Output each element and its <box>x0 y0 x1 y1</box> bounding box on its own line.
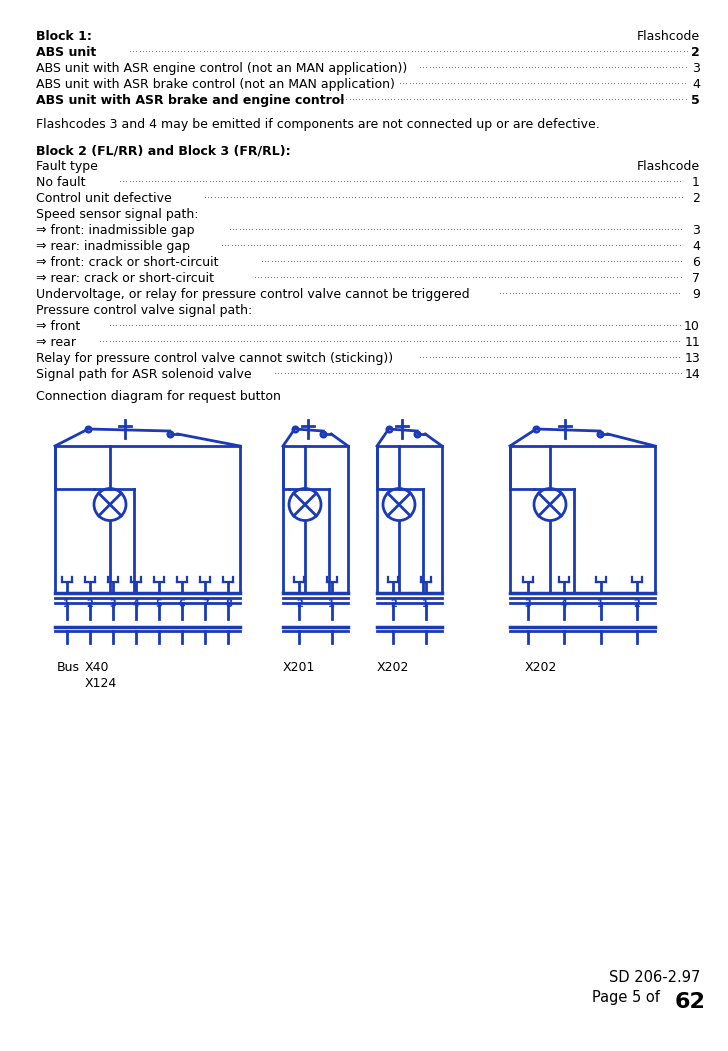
Text: 3: 3 <box>109 599 116 609</box>
Text: ⇒ front: ⇒ front <box>36 320 84 333</box>
Text: 4: 4 <box>132 599 139 609</box>
Text: Signal path for ASR solenoid valve: Signal path for ASR solenoid valve <box>36 368 252 382</box>
Text: 9: 9 <box>692 288 700 301</box>
Text: 2: 2 <box>87 599 93 609</box>
Text: Control unit defective: Control unit defective <box>36 192 175 205</box>
Text: X202: X202 <box>377 661 409 674</box>
Text: 2: 2 <box>390 599 397 609</box>
Text: 13: 13 <box>684 352 700 365</box>
Text: 1: 1 <box>597 599 604 609</box>
Text: 4: 4 <box>692 240 700 253</box>
Text: 4: 4 <box>692 78 700 91</box>
Text: 6: 6 <box>179 599 186 609</box>
Text: Page 5 of: Page 5 of <box>592 990 660 1005</box>
Text: X202: X202 <box>525 661 558 674</box>
Text: No fault: No fault <box>36 176 85 189</box>
Text: 2: 2 <box>633 599 640 609</box>
Text: X201: X201 <box>283 661 315 674</box>
Text: 1: 1 <box>422 599 429 609</box>
Text: 1: 1 <box>63 599 70 609</box>
Text: 3: 3 <box>525 599 531 609</box>
Text: 8: 8 <box>225 599 232 609</box>
Text: Connection diagram for request button: Connection diagram for request button <box>36 390 281 403</box>
Text: ⇒ front: inadmissible gap: ⇒ front: inadmissible gap <box>36 224 199 236</box>
Text: 7: 7 <box>692 272 700 285</box>
Text: SD 206-2.97: SD 206-2.97 <box>609 970 700 985</box>
Text: ABS unit with ASR brake control (not an MAN application): ABS unit with ASR brake control (not an … <box>36 78 395 91</box>
Text: ⇒ front: crack or short-circuit: ⇒ front: crack or short-circuit <box>36 256 218 269</box>
Text: ABS unit with ASR engine control (not an MAN application)): ABS unit with ASR engine control (not an… <box>36 62 407 75</box>
Text: 10: 10 <box>684 320 700 333</box>
Text: 5: 5 <box>692 94 700 107</box>
Text: 2: 2 <box>692 46 700 59</box>
Text: 1: 1 <box>692 176 700 189</box>
Text: Relay for pressure control valve cannot switch (sticking)): Relay for pressure control valve cannot … <box>36 352 397 365</box>
Text: 1: 1 <box>328 599 335 609</box>
Text: 3: 3 <box>692 224 700 236</box>
Text: Pressure control valve signal path:: Pressure control valve signal path: <box>36 304 252 317</box>
Text: Speed sensor signal path:: Speed sensor signal path: <box>36 208 199 221</box>
Text: 5: 5 <box>156 599 162 609</box>
Text: 14: 14 <box>684 368 700 382</box>
Text: 4: 4 <box>561 599 568 609</box>
Text: Flashcode: Flashcode <box>637 160 700 173</box>
Text: Block 1:: Block 1: <box>36 30 92 43</box>
Text: ⇒ rear: inadmissible gap: ⇒ rear: inadmissible gap <box>36 240 194 253</box>
Text: Undervoltage, or relay for pressure control valve cannot be triggered: Undervoltage, or relay for pressure cont… <box>36 288 474 301</box>
Text: Flashcodes 3 and 4 may be emitted if components are not connected up or are defe: Flashcodes 3 and 4 may be emitted if com… <box>36 118 600 131</box>
Text: 3: 3 <box>692 62 700 75</box>
Text: Bus: Bus <box>57 661 80 674</box>
Text: ABS unit: ABS unit <box>36 46 96 59</box>
Text: 11: 11 <box>684 336 700 349</box>
Text: ⇒ rear: crack or short-circuit: ⇒ rear: crack or short-circuit <box>36 272 214 285</box>
Text: Flashcode: Flashcode <box>637 30 700 43</box>
Text: Block 2 (FL/RR) and Block 3 (FR/RL):: Block 2 (FL/RR) and Block 3 (FR/RL): <box>36 144 290 157</box>
Text: X124: X124 <box>85 677 117 691</box>
Text: 6: 6 <box>692 256 700 269</box>
Text: 2: 2 <box>296 599 303 609</box>
Text: 7: 7 <box>202 599 209 609</box>
Text: 2: 2 <box>692 192 700 205</box>
Text: Fault type: Fault type <box>36 160 98 173</box>
Text: ⇒ rear: ⇒ rear <box>36 336 76 349</box>
Text: ABS unit with ASR brake and engine control: ABS unit with ASR brake and engine contr… <box>36 94 344 107</box>
Text: 62: 62 <box>674 992 705 1012</box>
Text: X40: X40 <box>85 661 109 674</box>
